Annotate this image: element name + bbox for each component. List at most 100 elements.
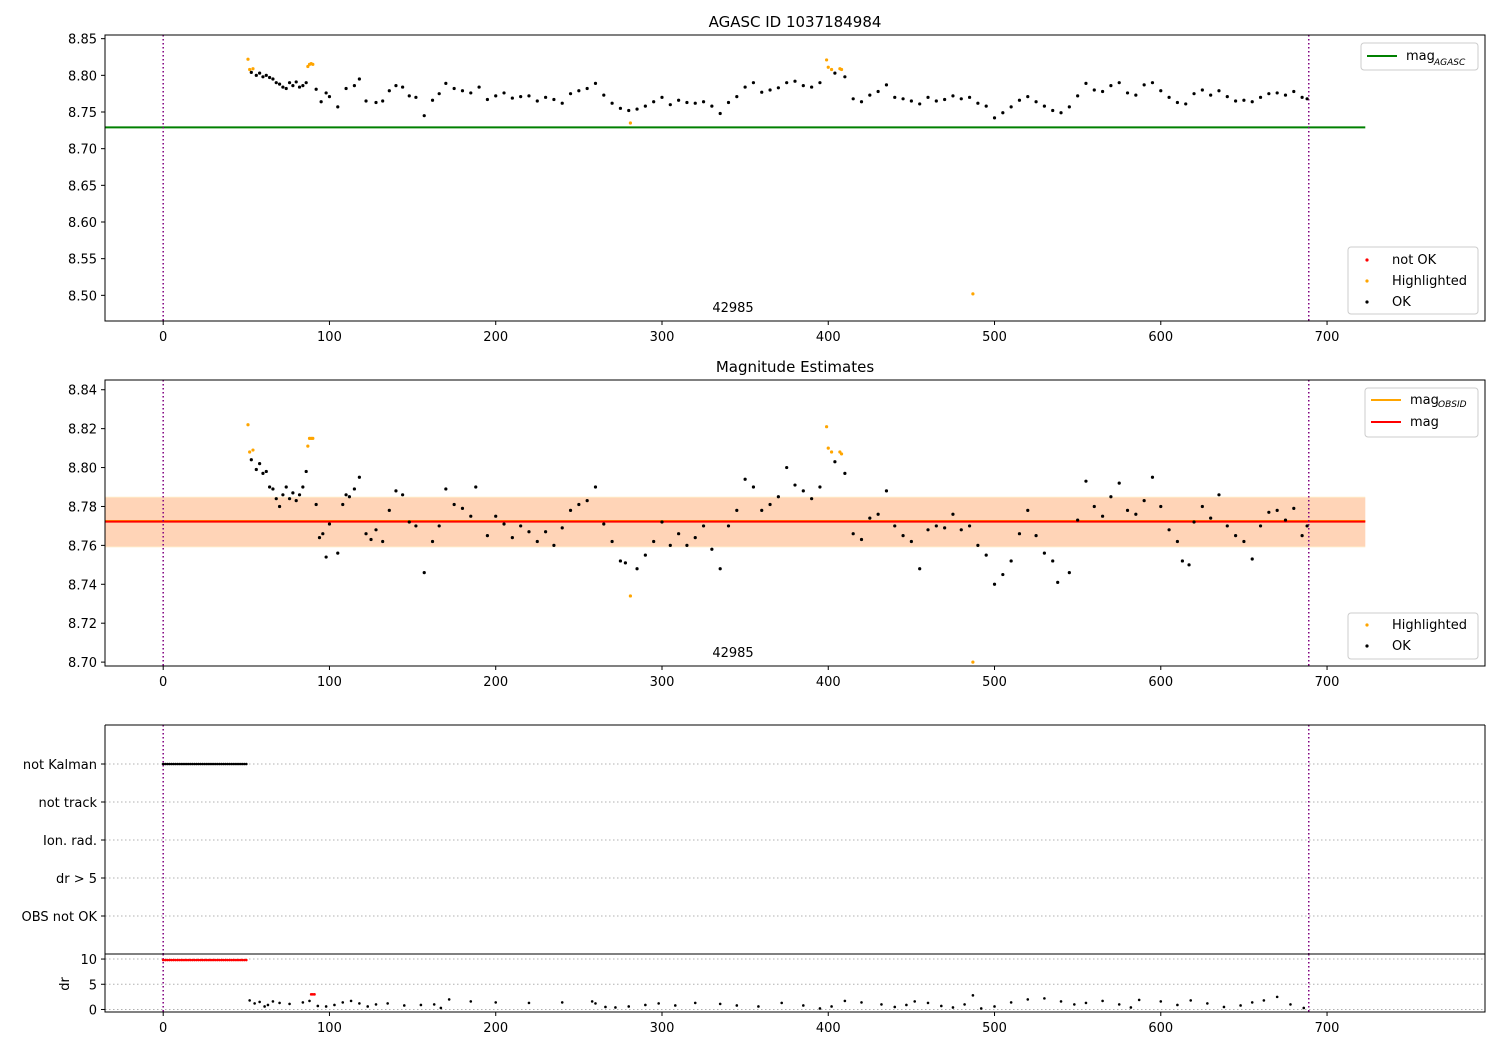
x-tick-label: 600	[1148, 1021, 1173, 1036]
data-point	[374, 100, 378, 105]
y-tick-label: 8.80	[68, 462, 97, 477]
data-point	[394, 84, 398, 88]
data-point	[1225, 524, 1229, 528]
data-point	[951, 512, 955, 516]
data-point	[701, 100, 706, 104]
data-point	[909, 99, 913, 103]
data-point	[437, 524, 441, 528]
data-point	[785, 465, 789, 470]
y-tick-label: 8.74	[68, 578, 97, 593]
data-point	[249, 458, 253, 462]
data-point	[685, 100, 689, 105]
dr-point	[1117, 1003, 1121, 1006]
data-point	[859, 537, 864, 542]
y-tick-label: 8.76	[68, 539, 97, 554]
data-point	[677, 98, 681, 102]
dr-point	[590, 1000, 594, 1003]
dr-point	[693, 1001, 697, 1005]
dr-point	[880, 1003, 883, 1006]
dr-point	[1206, 1002, 1209, 1005]
x-tick-label: 0	[159, 330, 167, 345]
data-point	[829, 67, 834, 72]
data-point	[1267, 510, 1271, 514]
flag-point	[220, 762, 223, 766]
data-point	[843, 75, 847, 79]
data-point	[264, 469, 268, 474]
data-point	[693, 101, 697, 105]
dr-point	[940, 1004, 943, 1008]
obsid-label: 42985	[712, 646, 753, 661]
dr-point	[374, 1003, 378, 1006]
data-point	[251, 67, 255, 71]
data-point	[1209, 516, 1213, 520]
y-tick-label: 8.70	[68, 143, 97, 158]
data-point	[291, 491, 295, 495]
x-tick-label: 100	[317, 1021, 342, 1036]
data-point	[976, 543, 980, 547]
data-point	[884, 83, 889, 87]
dr-point	[1262, 999, 1266, 1002]
data-point	[460, 89, 465, 93]
data-point	[833, 71, 837, 75]
data-point	[1109, 84, 1113, 88]
y-tick-label: 8.80	[68, 69, 97, 84]
data-point	[959, 528, 963, 532]
data-point	[1167, 528, 1171, 532]
data-point	[652, 100, 656, 104]
y-tick-label: 8.72	[68, 617, 97, 632]
data-point	[502, 91, 506, 95]
flag-point	[180, 762, 184, 766]
dr-point	[195, 958, 198, 962]
data-point	[628, 594, 632, 598]
data-point	[460, 506, 465, 511]
data-point	[1142, 83, 1146, 87]
data-point	[1100, 514, 1105, 518]
flag-point	[199, 762, 202, 766]
x-tick-label: 400	[816, 330, 841, 345]
dr-point	[1275, 995, 1279, 999]
x-tick-label: 0	[159, 675, 167, 690]
flag-point	[166, 762, 169, 766]
data-point	[585, 499, 589, 503]
data-point	[357, 77, 361, 81]
data-point	[1217, 493, 1221, 497]
x-tick-label: 700	[1315, 1021, 1340, 1036]
dr-point	[258, 1000, 261, 1004]
dr-point	[1026, 998, 1030, 1001]
data-point	[1017, 532, 1022, 536]
dr-point	[614, 1006, 617, 1009]
data-point	[829, 450, 834, 454]
data-point	[839, 452, 844, 456]
data-point	[959, 97, 963, 101]
data-point	[577, 89, 581, 93]
data-point	[1134, 512, 1138, 516]
dr-point	[248, 999, 251, 1002]
data-point	[401, 493, 405, 497]
dr-point	[238, 958, 242, 962]
data-point	[593, 81, 598, 85]
data-point	[294, 499, 298, 503]
dr-point	[263, 1005, 266, 1008]
dr-point	[757, 1005, 760, 1008]
dr-point	[266, 1003, 270, 1007]
dr-point	[207, 958, 211, 962]
data-point	[327, 95, 332, 99]
data-point	[311, 62, 315, 66]
data-point	[926, 95, 930, 99]
data-point	[668, 543, 672, 547]
data-point	[281, 493, 285, 497]
y-tick-label: 8.70	[68, 656, 97, 671]
data-point	[577, 502, 581, 507]
data-point	[901, 534, 905, 538]
dr-point	[316, 1004, 320, 1008]
legend-box	[1347, 246, 1479, 315]
data-point	[1100, 89, 1105, 94]
data-point	[826, 446, 830, 450]
data-point	[1009, 559, 1013, 563]
x-tick-label: 600	[1148, 330, 1173, 345]
flag-point	[215, 762, 219, 766]
data-point	[918, 567, 922, 571]
y-axis-label: dr	[58, 977, 73, 991]
data-point	[818, 81, 822, 85]
data-point	[317, 535, 322, 540]
